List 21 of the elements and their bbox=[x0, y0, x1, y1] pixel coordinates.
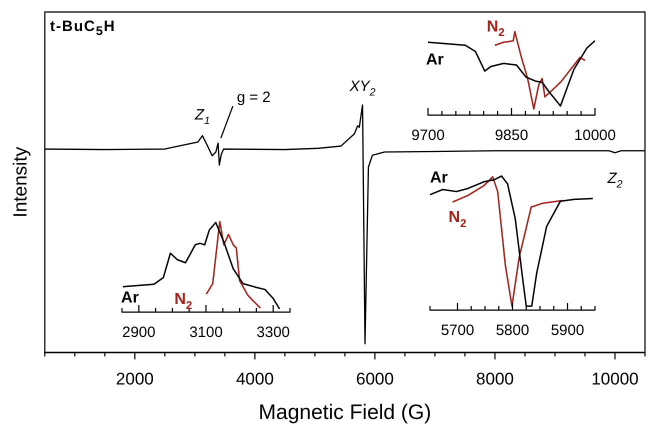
series-label: Ar bbox=[426, 51, 444, 68]
x-tick-label: 5700 bbox=[440, 322, 474, 340]
series-label: Ar bbox=[430, 170, 448, 187]
x-tick-label: 3300 bbox=[256, 324, 290, 342]
x-tick-label: 8000 bbox=[476, 369, 514, 388]
y-axis-title: Intensity bbox=[10, 146, 32, 218]
x-tick-label: 10000 bbox=[591, 369, 639, 388]
chart-title: t-BuC$_{5}$H bbox=[50, 18, 116, 38]
x-tick-label: 3100 bbox=[189, 324, 223, 342]
x-tick-label: 2000 bbox=[116, 369, 154, 388]
x-tick-label: 9850 bbox=[494, 127, 528, 144]
series-label: Ar bbox=[121, 290, 139, 307]
x-tick-label: 2900 bbox=[122, 324, 156, 342]
x-axis-title: Magnetic Field (G) bbox=[258, 401, 432, 424]
x-tick-label: 6000 bbox=[356, 369, 394, 388]
x-tick-label: 10000 bbox=[574, 127, 616, 144]
x-tick-label: 9700 bbox=[411, 127, 445, 144]
x-tick-label: 4000 bbox=[236, 369, 274, 388]
annotation: g = 2 bbox=[236, 89, 271, 106]
x-tick-label: 5900 bbox=[550, 322, 584, 340]
x-tick-label: 5800 bbox=[496, 322, 530, 340]
